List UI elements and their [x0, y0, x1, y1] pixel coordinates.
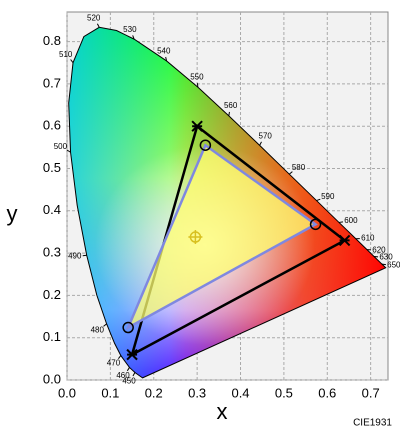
wavelength-label: 510	[59, 50, 73, 59]
wavelength-tick	[382, 264, 386, 265]
wavelength-label: 530	[123, 25, 137, 34]
x-tick-label: 0.0	[58, 385, 76, 400]
wavelength-label: 500	[54, 142, 68, 151]
wavelength-label: 550	[190, 72, 204, 81]
x-axis-label: x	[217, 399, 228, 424]
wavelength-label: 600	[344, 216, 358, 225]
wavelength-label: 470	[107, 359, 121, 368]
wavelength-label: 650	[387, 261, 400, 270]
x-tick-label: 0.2	[145, 385, 163, 400]
y-tick-label: 0.0	[43, 371, 61, 386]
wavelength-tick	[229, 112, 230, 116]
y-tick-label: 0.4	[43, 202, 61, 217]
y-axis-label: y	[7, 201, 18, 226]
wavelength-label: 580	[292, 163, 306, 172]
wavelength-label: 570	[259, 132, 273, 141]
wavelength-label: 540	[157, 46, 171, 55]
wavelength-label: 520	[87, 14, 101, 23]
wavelength-label: 490	[68, 252, 82, 261]
x-tick-label: 0.5	[275, 385, 293, 400]
y-tick-label: 0.8	[43, 33, 61, 48]
wavelength-tick	[339, 222, 343, 223]
wavelength-label: 560	[224, 101, 238, 110]
x-tick-label: 0.4	[231, 385, 249, 400]
y-tick-label: 0.3	[43, 245, 61, 260]
x-tick-label: 0.3	[188, 385, 206, 400]
y-tick-label: 0.2	[43, 287, 61, 302]
x-tick-label: 0.1	[101, 385, 119, 400]
wavelength-label: 590	[321, 192, 335, 201]
y-tick-label: 0.5	[43, 160, 61, 175]
wavelength-label: 480	[91, 325, 105, 334]
footer: CIE1931	[353, 418, 392, 429]
y-tick-label: 0.1	[43, 329, 61, 344]
wavelength-label: 610	[361, 234, 375, 243]
x-tick-label: 0.6	[318, 385, 336, 400]
y-tick-label: 0.7	[43, 75, 61, 90]
y-tick-label: 0.6	[43, 118, 61, 133]
x-tick-label: 0.7	[362, 385, 380, 400]
wavelength-label: 460	[116, 371, 130, 380]
